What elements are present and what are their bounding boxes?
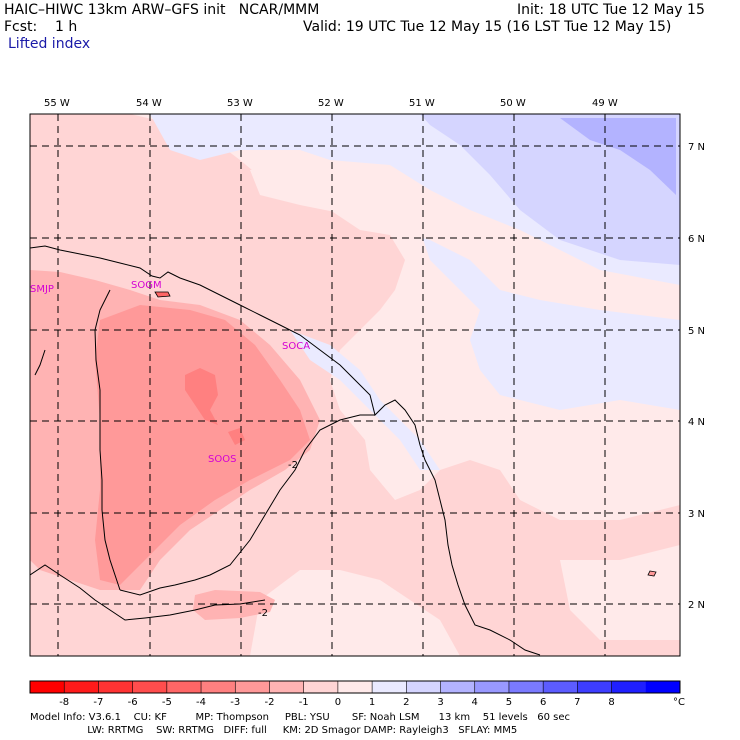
colorbar-swatch <box>406 681 442 693</box>
lon-label-55w: 55 W <box>44 98 70 109</box>
colorbar-tick-label: 6 <box>540 697 546 708</box>
colorbar-unit: °C <box>673 697 685 708</box>
contour-island-east <box>647 570 657 577</box>
colorbar-tick-label: -3 <box>230 697 240 708</box>
colorbar-tick-label: 8 <box>608 697 614 708</box>
longitude-labels: 55 W 54 W 53 W 52 W 51 W 50 W 49 W <box>44 98 618 109</box>
colorbar-tick-label: -8 <box>59 697 69 708</box>
colorbar-tick-label: 0 <box>335 697 341 708</box>
lon-label-49w: 49 W <box>592 98 618 109</box>
lon-label-50w: 50 W <box>500 98 526 109</box>
colorbar-swatch <box>235 681 270 693</box>
station-smjp: SMJP <box>30 284 54 295</box>
colorbar-swatch <box>440 681 476 693</box>
colorbar-tick-label: 1 <box>369 697 375 708</box>
shade-plus2 <box>560 118 676 195</box>
lat-label-5n: 5 N <box>688 326 705 337</box>
shade-plus0-pink-band <box>250 160 680 320</box>
colorbar-swatch <box>337 681 373 693</box>
colorbar-ticks: -8 -7 -6 -5 -4 -3 -2 -1 0 1 2 3 4 5 6 7 8 <box>59 681 615 708</box>
colorbar-swatch <box>611 681 647 693</box>
station-soos: SOOS <box>208 454 236 465</box>
footer-model-info-line1: Model Info: V3.6.1 CU: KF MP: Thompson P… <box>30 712 570 723</box>
latitude-labels: 7 N 6 N 5 N 4 N 3 N 2 N <box>688 142 705 611</box>
colorbar <box>29 680 681 694</box>
colorbar-swatch <box>269 681 305 693</box>
model-title: HAIC–HIWC 13km ARW–GFS init NCAR/MMM <box>4 2 320 18</box>
shade-plus0-coast-strip <box>290 330 440 470</box>
colorbar-tick-label: 3 <box>437 697 443 708</box>
lat-label-2n: 2 N <box>688 600 705 611</box>
lon-label-52w: 52 W <box>318 98 344 109</box>
shade-plus1 <box>420 114 680 265</box>
colorbar-tick-label: -7 <box>93 697 103 708</box>
colorbar-swatch <box>508 681 544 693</box>
footer-model-info-line2: LW: RRTMG SW: RRTMG DIFF: full KM: 2D Sm… <box>30 725 518 736</box>
colorbar-tick-label: -6 <box>128 697 138 708</box>
colorbar-swatch <box>132 681 168 693</box>
forecast-hour: Fcst: 1 h <box>4 19 78 35</box>
lon-label-54w: 54 W <box>136 98 162 109</box>
colorbar-tick-label: -5 <box>162 697 172 708</box>
shade-minus2-south <box>193 590 275 620</box>
coastline-borders <box>30 245 541 656</box>
shade-minus1-light-patch2 <box>560 545 680 640</box>
colorbar-tick-label: 5 <box>506 697 512 708</box>
contour-label-minus2-a: -2 <box>288 460 298 471</box>
colorbar-swatch <box>303 681 339 693</box>
colorbar-swatch <box>98 681 134 693</box>
colorbar-swatch <box>645 681 681 693</box>
colorbar-swatch <box>543 681 578 693</box>
lat-label-6n: 6 N <box>688 234 705 245</box>
valid-time: Valid: 19 UTC Tue 12 May 15 (16 LST Tue … <box>303 19 672 35</box>
contour-island-sogm <box>154 291 171 298</box>
colorbar-swatch <box>64 681 99 693</box>
colorbar-swatch <box>474 681 510 693</box>
map-frame <box>29 113 681 657</box>
station-soca: SOCA <box>282 341 310 352</box>
graticule <box>30 114 680 656</box>
colorbar-tick-label: 4 <box>472 697 478 708</box>
lat-label-7n: 7 N <box>688 142 705 153</box>
field-name: Lifted index <box>8 36 91 52</box>
colorbar-tick-label: -2 <box>264 697 274 708</box>
lon-label-53w: 53 W <box>227 98 253 109</box>
colorbar-tick-label: 7 <box>574 697 580 708</box>
colorbar-tick-label: 2 <box>403 697 409 708</box>
lat-label-4n: 4 N <box>688 417 705 428</box>
lat-label-3n: 3 N <box>688 509 705 520</box>
init-time: Init: 18 UTC Tue 12 May 15 <box>517 2 705 18</box>
lon-label-51w: 51 W <box>409 98 435 109</box>
colorbar-tick-label: -1 <box>299 697 309 708</box>
shade-minus3 <box>95 305 310 585</box>
shade-minus4 <box>185 368 218 425</box>
colorbar-swatch <box>166 681 202 693</box>
colorbar-swatch <box>201 681 236 693</box>
colorbar-swatch <box>577 681 613 693</box>
station-sogm: SOGM <box>131 280 162 291</box>
colorbar-swatch <box>30 681 65 693</box>
contour-label-minus2-b: -2 <box>258 608 268 619</box>
colorbar-tick-label: -4 <box>196 697 206 708</box>
colorbar-border <box>29 680 681 694</box>
colorbar-swatch <box>372 681 407 693</box>
shade-minus1-light-patch <box>250 570 460 656</box>
